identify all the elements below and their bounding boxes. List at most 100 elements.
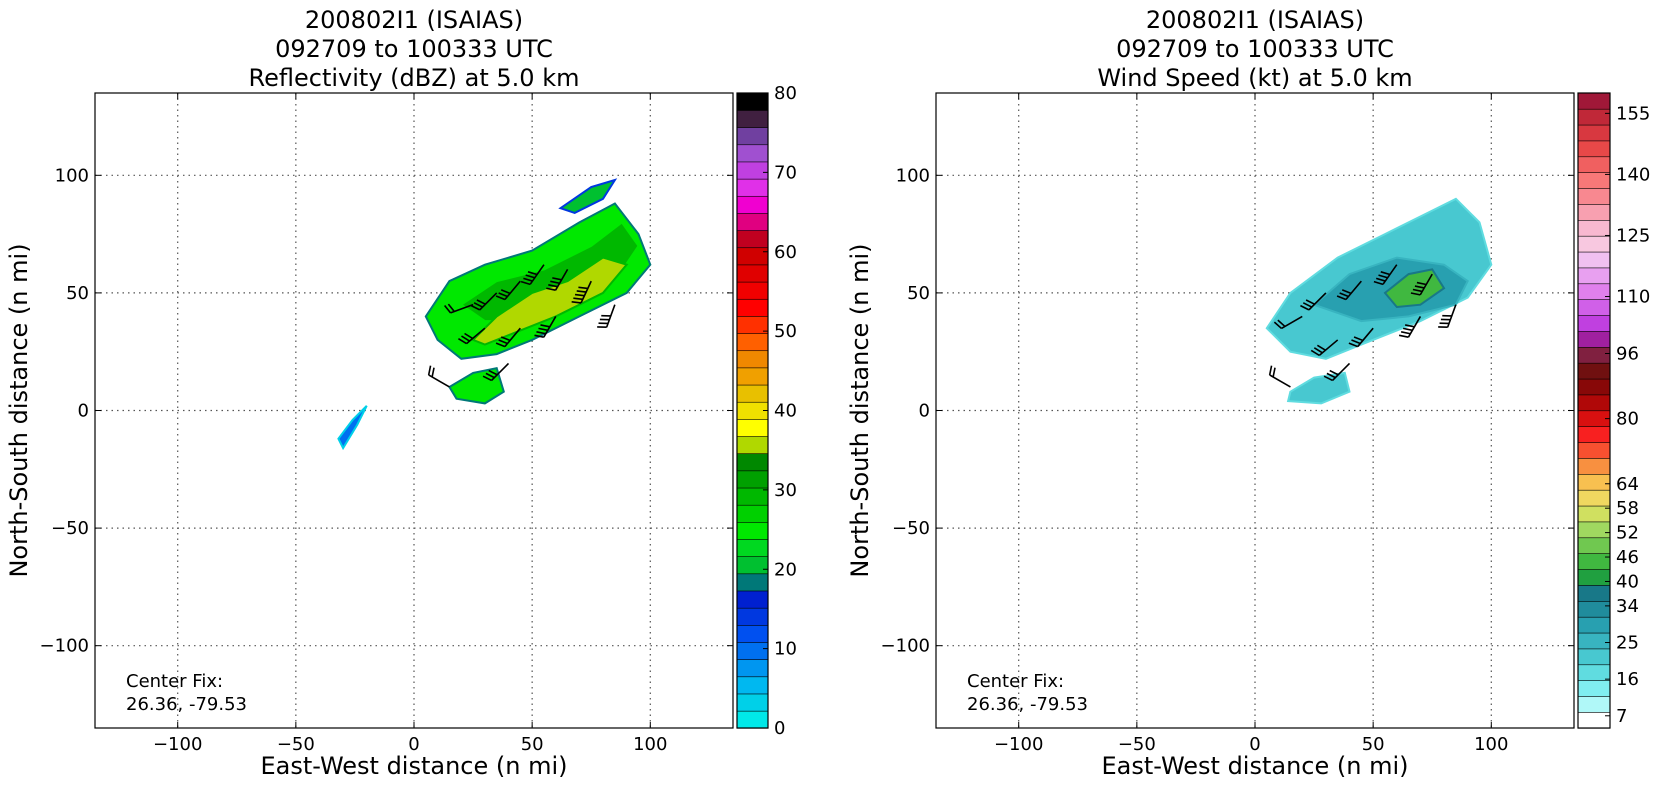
wind-barb <box>1273 315 1303 330</box>
colorbar-cell <box>1577 124 1611 142</box>
colorbar-cell <box>1577 553 1611 570</box>
wind-barb <box>470 292 498 311</box>
colorbar-cell <box>1577 156 1611 173</box>
wind-barb <box>495 327 521 348</box>
wind-barb <box>1438 304 1457 329</box>
x-tick-label: 0 <box>408 734 419 755</box>
colorbar-cell <box>736 384 769 403</box>
echo-field <box>337 178 652 451</box>
colorbar-cell <box>736 264 769 283</box>
colorbar-cell <box>1577 314 1611 332</box>
colorbar-tick-label: 40 <box>774 401 797 422</box>
colorbar-cell <box>1577 92 1611 110</box>
y-axis-label: North-South distance (n mi) <box>5 243 33 577</box>
center-fix-text: 26.36, -79.53 <box>967 694 1088 715</box>
colorbar-cell <box>1577 616 1611 634</box>
colorbar-cell <box>1577 711 1611 729</box>
colorbar-tick-label: 58 <box>1616 498 1639 519</box>
colorbar-cell <box>736 470 769 489</box>
echo-field <box>1265 197 1493 405</box>
colorbar-tick-label: 7 <box>1616 706 1627 727</box>
colorbar-cell <box>736 212 769 231</box>
colorbar-cell <box>1577 426 1611 443</box>
colorbar-cell <box>1577 632 1611 650</box>
colorbar-cell <box>736 161 769 180</box>
colorbar-cell <box>736 281 769 300</box>
colorbar-cell <box>1577 680 1611 697</box>
colorbar-cell <box>736 418 769 437</box>
colorbar-cell <box>736 693 769 712</box>
colorbar-cell <box>736 247 769 266</box>
wind-barb <box>1310 339 1339 357</box>
wind-barbs <box>427 264 616 388</box>
wind-barb <box>597 304 616 329</box>
colorbar-cell <box>736 607 769 626</box>
wind-barb <box>1398 316 1422 338</box>
colorbar-tick-label: 60 <box>774 242 797 263</box>
colorbar-cell <box>1577 473 1611 491</box>
title-line: 092709 to 100333 UTC <box>275 35 553 63</box>
wind-barb <box>534 316 557 338</box>
colorbar-frame <box>1577 92 1611 729</box>
colorbar-cell <box>1577 299 1611 316</box>
colorbar-cell <box>736 435 769 455</box>
colorbar-cell <box>1577 457 1611 475</box>
colorbar-tick-label: 140 <box>1616 164 1650 185</box>
colorbar-cell <box>736 538 769 557</box>
wind-barb <box>495 280 521 301</box>
x-tick-label: 50 <box>1362 734 1385 755</box>
y-tick-label: 100 <box>896 165 930 186</box>
colorbar-tick-label: 125 <box>1616 225 1650 246</box>
colorbar-cell <box>1577 140 1611 158</box>
colorbar-tick-label: 50 <box>774 321 797 342</box>
wind-barb <box>1410 273 1433 296</box>
y-tick-label: −50 <box>51 518 89 539</box>
colorbar-tick-label: 25 <box>1616 633 1639 654</box>
colorbar-cell <box>1577 394 1611 412</box>
x-tick-label: −100 <box>153 734 202 755</box>
x-axis-label: East-West distance (n mi) <box>260 752 567 780</box>
colorbar-cell <box>1577 330 1611 348</box>
colorbar-cell <box>1577 695 1611 713</box>
colorbar-cell <box>1577 251 1611 269</box>
colorbar-cell <box>736 659 769 678</box>
echo-region <box>471 256 629 346</box>
colorbar-cell <box>736 453 769 472</box>
colorbar-tick-label: 110 <box>1616 287 1650 308</box>
wind-barb <box>571 280 592 304</box>
colorbar-tick-label: 40 <box>1616 571 1639 592</box>
colorbar-tick-label: 20 <box>774 559 797 580</box>
colorbar-cell <box>1577 664 1611 681</box>
colorbar-cell <box>1577 267 1611 285</box>
colorbar-cell <box>736 109 769 128</box>
echo-region <box>448 367 505 405</box>
center-fix-text: Center Fix: <box>126 671 223 692</box>
gridlines <box>936 93 1574 728</box>
colorbar-cell <box>1577 187 1611 205</box>
colorbar-cell <box>736 676 769 695</box>
colorbar-cell <box>1577 219 1611 237</box>
colorbar-cell <box>1577 346 1611 364</box>
colorbar: 7 16 25 34 40 46 52 58 64 80 96 110 125 140 155 <box>1577 92 1650 729</box>
wind-barb <box>1323 362 1351 382</box>
wind-barb <box>1268 365 1291 388</box>
colorbar-tick-label: 52 <box>1616 523 1639 544</box>
center-fix-text: Center Fix: <box>967 671 1064 692</box>
colorbar-cell <box>1577 489 1611 507</box>
colorbar-cell <box>736 590 769 609</box>
echo-region <box>1286 371 1351 405</box>
center-fix-text: 26.36, -79.53 <box>126 694 247 715</box>
title-line: 092709 to 100333 UTC <box>1116 35 1394 63</box>
colorbar-tick-label: 80 <box>774 83 797 104</box>
colorbar-cell <box>736 504 769 523</box>
x-tick-label: 0 <box>1249 734 1260 755</box>
colorbar-cell <box>736 195 769 214</box>
y-tick-label: 100 <box>55 165 89 186</box>
colorbar-cell <box>736 332 769 352</box>
x-tick-label: −50 <box>1118 734 1156 755</box>
colorbar-tick-label: 80 <box>1616 409 1639 430</box>
colorbar-cell <box>1577 521 1611 539</box>
colorbar-cell <box>1577 537 1611 554</box>
colorbar-cell <box>736 367 769 386</box>
